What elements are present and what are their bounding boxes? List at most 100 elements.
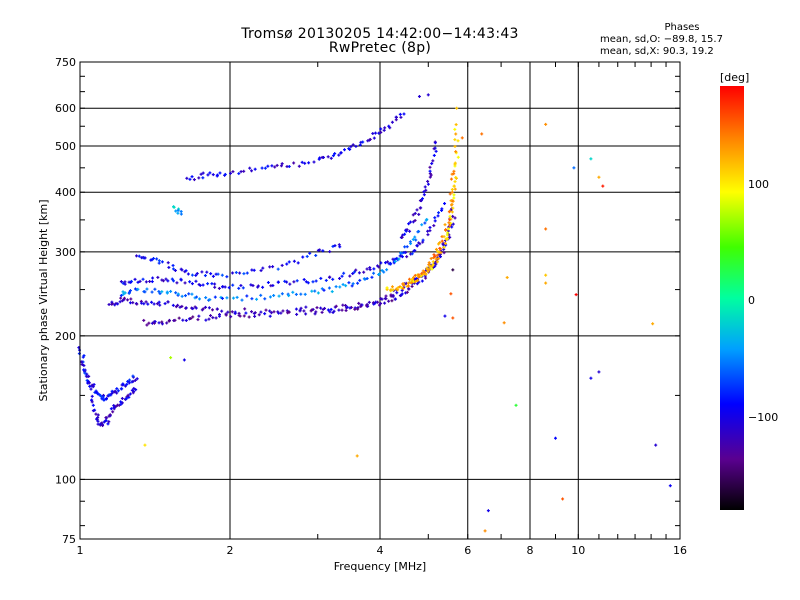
data-point — [213, 295, 217, 299]
data-point — [166, 279, 170, 283]
data-point — [203, 305, 207, 309]
data-point — [597, 175, 601, 179]
data-point — [451, 268, 455, 272]
data-point — [451, 316, 455, 320]
data-point — [220, 273, 224, 277]
data-point — [190, 292, 194, 296]
data-point — [574, 293, 578, 297]
data-point — [340, 274, 344, 278]
data-point — [341, 303, 345, 307]
data-point — [142, 302, 146, 306]
data-point — [224, 312, 228, 316]
data-point — [432, 253, 436, 257]
data-point — [199, 172, 203, 176]
data-point — [379, 261, 383, 265]
data-point — [447, 210, 451, 214]
data-point — [280, 162, 284, 166]
data-point — [402, 250, 406, 254]
data-point — [348, 147, 352, 151]
data-point — [239, 284, 243, 288]
data-point — [252, 268, 256, 272]
data-point — [195, 295, 199, 299]
data-point — [400, 292, 404, 296]
data-point — [141, 277, 145, 281]
x-axis-label: Frequency [MHz] — [334, 560, 426, 573]
data-point — [138, 279, 142, 283]
data-point — [186, 272, 190, 276]
data-point — [230, 310, 234, 314]
data-point — [119, 296, 123, 300]
data-point — [434, 262, 438, 266]
data-point — [416, 279, 420, 283]
data-point — [414, 238, 418, 242]
data-point — [296, 261, 300, 265]
data-point — [283, 279, 287, 283]
data-point — [90, 400, 94, 404]
data-point — [407, 287, 411, 291]
data-point — [451, 214, 455, 218]
data-point — [157, 290, 161, 294]
data-point — [152, 302, 156, 306]
data-point — [405, 245, 409, 249]
data-point — [410, 278, 414, 282]
data-point — [87, 381, 91, 385]
data-point — [426, 93, 430, 97]
data-point — [454, 150, 458, 154]
data-point — [544, 227, 548, 231]
x-tick-label: 4 — [377, 544, 384, 557]
data-point — [273, 165, 277, 169]
data-point — [242, 314, 246, 318]
data-point — [388, 261, 392, 265]
data-point — [281, 309, 285, 313]
data-point — [121, 290, 125, 294]
data-point — [453, 138, 457, 142]
data-point — [276, 267, 280, 271]
data-point — [270, 164, 274, 168]
data-point — [351, 143, 355, 147]
data-point — [345, 305, 349, 309]
data-point — [426, 270, 430, 274]
data-point — [165, 291, 169, 295]
data-point — [382, 128, 386, 132]
data-point — [129, 297, 133, 301]
data-point — [160, 260, 164, 264]
data-point — [443, 223, 447, 227]
data-point — [190, 273, 194, 277]
data-point — [442, 251, 446, 255]
data-point — [237, 172, 241, 176]
data-point — [191, 307, 195, 311]
data-point — [135, 254, 139, 258]
data-point — [379, 127, 383, 131]
data-point — [210, 308, 214, 312]
y-tick-label: 500 — [55, 140, 76, 153]
data-point — [96, 413, 100, 417]
data-point — [176, 303, 180, 307]
data-point — [448, 224, 452, 228]
data-point — [433, 141, 437, 145]
data-point — [129, 280, 133, 284]
data-point — [456, 139, 460, 143]
data-point — [160, 320, 164, 324]
data-point — [318, 156, 322, 160]
data-point — [126, 379, 130, 383]
data-point — [453, 127, 457, 131]
data-point — [379, 301, 383, 305]
data-point — [231, 170, 235, 174]
data-point — [399, 286, 403, 290]
data-point — [106, 422, 110, 426]
data-point — [225, 296, 229, 300]
data-point — [405, 290, 409, 294]
data-point — [366, 139, 370, 143]
data-point — [127, 381, 131, 385]
data-point — [82, 354, 86, 358]
data-point — [123, 384, 127, 388]
data-point — [121, 281, 125, 285]
data-point — [234, 271, 238, 275]
data-point — [198, 297, 202, 301]
data-point — [382, 270, 386, 274]
data-point — [197, 314, 201, 318]
data-point — [430, 162, 434, 166]
data-point — [100, 421, 104, 425]
data-point — [334, 285, 338, 289]
